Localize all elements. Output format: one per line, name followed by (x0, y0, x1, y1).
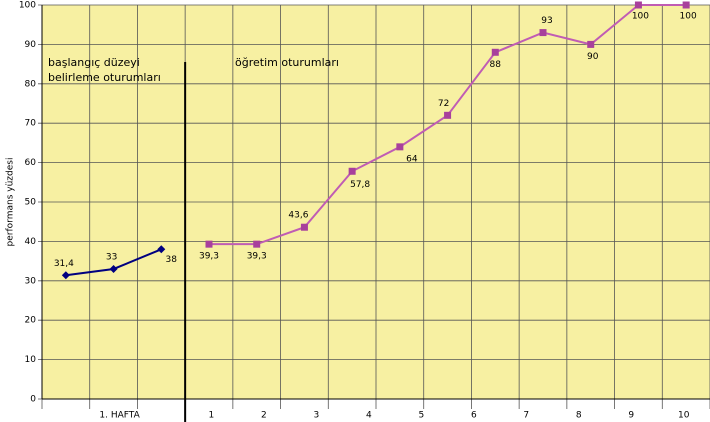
x-tick-label: 7 (523, 411, 529, 421)
data-label: 39,3 (199, 252, 219, 262)
x-tick-label: 5 (418, 411, 424, 421)
marker (109, 264, 118, 273)
data-label: 57,8 (350, 180, 370, 190)
annotation: başlangıç düzeyi (48, 56, 140, 69)
annotation: belirleme oturumları (48, 71, 161, 84)
marker (539, 29, 547, 37)
y-tick-label: 0 (30, 395, 36, 405)
marker (682, 1, 690, 9)
data-label: 90 (587, 52, 599, 62)
y-tick-label: 10 (25, 355, 37, 365)
y-axis-label: performans yüzdesi (6, 158, 16, 247)
marker (300, 223, 308, 231)
data-label: 100 (680, 12, 697, 22)
marker (205, 240, 213, 248)
y-tick-label: 20 (25, 316, 37, 326)
y-tick-label: 80 (25, 79, 37, 89)
y-tick-label: 100 (19, 1, 36, 11)
x-tick-label: 1 (209, 411, 215, 421)
marker (587, 40, 595, 48)
x-tick-label: 10 (678, 411, 690, 421)
data-label: 43,6 (288, 211, 308, 221)
marker (396, 143, 404, 151)
data-label: 88 (490, 60, 502, 70)
data-label: 72 (438, 99, 449, 109)
x-tick-label: 3 (313, 411, 319, 421)
y-tick-label: 90 (25, 40, 37, 50)
x-tick-label: 2 (261, 411, 267, 421)
y-tick-label: 60 (25, 158, 37, 168)
data-label: 93 (541, 16, 552, 26)
marker (253, 240, 261, 248)
marker (61, 271, 70, 280)
data-label: 38 (166, 255, 178, 265)
data-label: 31,4 (54, 259, 74, 269)
marker (444, 111, 452, 119)
y-tick-label: 50 (25, 198, 37, 208)
marker (491, 48, 499, 56)
annotation: öğretim oturumları (235, 56, 339, 69)
y-tick-label: 40 (25, 237, 37, 247)
x-tick-label: 8 (576, 411, 582, 421)
data-label: 33 (106, 252, 117, 262)
data-label: 100 (632, 12, 649, 22)
data-label: 64 (406, 154, 418, 164)
x-tick-label: 9 (628, 411, 634, 421)
marker (634, 1, 642, 9)
y-tick-label: 30 (25, 276, 37, 286)
x-tick-label: 4 (366, 411, 372, 421)
marker (157, 245, 166, 254)
marker (348, 167, 356, 175)
x-tick-label: 6 (471, 411, 477, 421)
x-tick-label: 1. HAFTA (99, 411, 140, 421)
data-label: 39,3 (247, 252, 267, 262)
y-tick-label: 70 (25, 119, 37, 129)
